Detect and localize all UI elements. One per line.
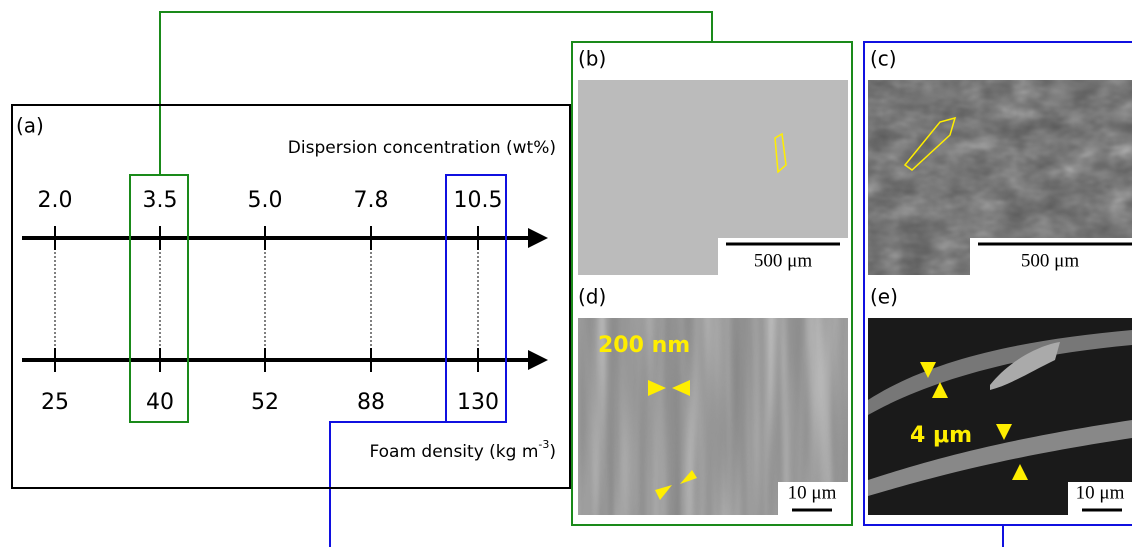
scale-bar-label: 500 μm: [1021, 250, 1079, 271]
arrow-head: [528, 350, 548, 370]
panel-label: (a): [16, 114, 44, 138]
arrow-head: [528, 228, 548, 248]
panel-label: (b): [578, 47, 606, 71]
density-value: 52: [251, 390, 279, 415]
panel-a-frame: [12, 105, 570, 488]
axis-label: Foam density (kg m-3): [369, 438, 556, 462]
axis-label-suffix: ): [549, 442, 556, 462]
axis-label: Dispersion concentration (wt%): [288, 138, 556, 158]
superscript: -3: [538, 438, 549, 451]
annotation: 200 nm: [598, 333, 690, 358]
concentration-value: 10.5: [454, 188, 503, 213]
panel-label: (c): [870, 47, 897, 71]
scale-bar-label: 500 μm: [754, 250, 812, 271]
density-value: 40: [146, 390, 174, 415]
concentration-value: 3.5: [143, 188, 178, 213]
concentration-value: 2.0: [38, 188, 73, 213]
panel-label: (d): [578, 285, 606, 309]
connector: [330, 422, 446, 547]
scale-bar-label: 10 μm: [1076, 482, 1125, 503]
figure: (a) Dispersion concentration (wt%) Foam …: [0, 0, 1132, 547]
concentration-value: 5.0: [248, 188, 283, 213]
panel-label: (e): [870, 285, 898, 309]
concentration-value: 7.8: [354, 188, 389, 213]
annotation: 4 μm: [910, 423, 972, 448]
density-value: 25: [41, 390, 69, 415]
density-value: 88: [357, 390, 385, 415]
scale-bar-label: 10 μm: [788, 482, 837, 503]
axis-label-text: Foam density (kg m: [369, 442, 538, 462]
density-value: 130: [457, 390, 499, 415]
